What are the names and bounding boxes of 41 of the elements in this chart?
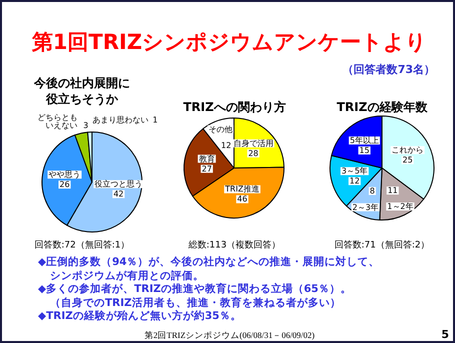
text: （回答者数73名） — [342, 62, 435, 77]
slice-label: やや思う — [48, 170, 81, 180]
text: ◆圧倒的多数（94％）が、今後の社内などへの推進・展開に対して、 — [38, 256, 380, 270]
chart-title: 今後の社内展開に役立ちそうか — [33, 76, 130, 106]
text: 回答数:71（無回答:2） — [334, 240, 430, 250]
slice-label: 2～3年 — [352, 202, 379, 212]
data-label: 11 — [388, 186, 398, 196]
text: 第1回TRIZシンポジウムアンケートより — [30, 29, 428, 56]
data-label: 25 — [402, 156, 413, 165]
data-label: 3 — [83, 120, 88, 130]
data-label: 12 — [349, 176, 360, 186]
slice-label: 1～2年 — [387, 202, 414, 212]
text: 回答数:72（無回答:1） — [34, 240, 130, 250]
data-label: 28 — [248, 148, 258, 158]
chart-title: TRIZへの関わり方 — [183, 100, 286, 114]
slice-label: どちらともいえない — [37, 112, 78, 130]
text: 第2回TRIZシンポジウム(06/08/31－06/09/02) — [144, 330, 315, 340]
slice-label: 自身で活用 — [233, 138, 274, 148]
slice-label: 教育 — [198, 154, 215, 164]
slice-label: その他 — [208, 124, 233, 134]
slice-label: 3～5年 — [341, 166, 368, 176]
slice-label: これから — [392, 146, 424, 155]
text: （自身でのTRIZ活用者も、推進・教育を兼ねる者が多い） — [49, 296, 342, 310]
text: 5 — [441, 328, 449, 341]
text: ◆多くの参加者が、TRIZの推進や教育に関わる立場（65％）。 — [38, 283, 352, 296]
slice-label: あまり思わない — [92, 116, 149, 125]
data-label: 42 — [113, 190, 124, 199]
slice-label: TRIZ推進 — [224, 184, 260, 194]
text: シンポジウムが有用との評価。 — [49, 270, 205, 283]
data-label: 1 — [152, 116, 158, 125]
data-label: 46 — [237, 194, 248, 204]
text: ◆TRIZの経験が殆んど無い方が約35％。 — [38, 310, 242, 324]
data-label: 12 — [221, 140, 232, 150]
data-label: 26 — [60, 180, 70, 190]
data-label: 15 — [359, 146, 370, 155]
text: 総数:113（複数回答） — [187, 240, 281, 250]
data-label: 27 — [202, 164, 212, 174]
slice-label: 5年以上 — [350, 136, 379, 145]
chart-title: TRIZの経験年数 — [336, 100, 428, 114]
data-label: 8 — [370, 186, 375, 196]
slice-label: 役立つと思う — [94, 180, 143, 189]
